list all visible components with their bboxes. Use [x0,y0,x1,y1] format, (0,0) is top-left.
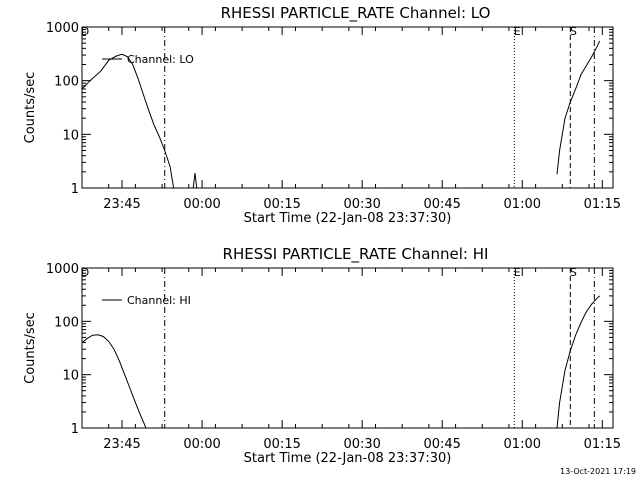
series-line-segment [556,40,601,175]
event-marker-label: S [570,266,577,279]
x-tick-label: 00:30 [343,197,380,212]
series-line-segment [82,53,175,188]
event-marker-label: D [81,266,89,279]
event-marker-label: S [570,25,577,38]
chart-panel: RHESSI PARTICLE_RATE Channel: LO D E S 1 10 10… [23,4,621,226]
plot-frame [81,267,614,429]
y-tick-label: 10 [62,128,79,143]
plot-frame [81,26,614,189]
y-tick-label: 1 [71,422,79,437]
x-tick-label: 00:00 [183,197,220,212]
event-marker-label: D [81,25,89,38]
x-tick-label: 00:30 [343,437,380,452]
chart-panels: RHESSI PARTICLE_RATE Channel: LOD E S11010… [23,4,621,466]
x-tick-label: 01:00 [504,437,541,452]
chart-panel: RHESSI PARTICLE_RATE Channel: HI D E S 1 10 10… [23,245,621,466]
x-tick-label: 01:15 [584,437,621,452]
y-tick-label: 100 [54,315,79,330]
y-tick-label: 10 [62,369,79,384]
y-axis-label: Counts/sec [23,312,38,384]
x-axis-label: Start Time (22-Jan-08 23:37:30) [244,211,452,226]
legend-entry: Channel: HI [127,294,191,307]
chart-title: RHESSI PARTICLE_RATE Channel: LO [221,4,491,23]
series-line-segment [192,172,198,188]
x-tick-label: 23:45 [103,197,140,212]
generation-timestamp: 13-Oct-2021 17:19 [560,467,636,476]
x-tick-label: 00:15 [263,197,300,212]
x-tick-label: 01:15 [584,197,621,212]
x-tick-label: 23:45 [103,437,140,452]
x-tick-label: 00:45 [423,437,460,452]
legend-entry: Channel: LO [127,53,194,66]
x-tick-label: 00:15 [263,437,300,452]
series-line-segment [556,295,601,428]
event-marker-label: E [514,25,521,38]
y-tick-label: 1000 [46,262,79,277]
y-tick-label: 1000 [46,21,79,36]
chart-title: RHESSI PARTICLE_RATE Channel: HI [223,245,489,264]
x-tick-label: 00:45 [423,197,460,212]
x-tick-label: 01:00 [504,197,541,212]
series-line-segment [82,334,147,428]
y-tick-label: 100 [54,75,79,90]
x-axis-label: Start Time (22-Jan-08 23:37:30) [244,451,452,466]
x-tick-label: 00:00 [183,437,220,452]
y-axis-label: Counts/sec [23,72,38,144]
event-marker-label: E [514,266,521,279]
y-tick-label: 1 [71,182,79,197]
